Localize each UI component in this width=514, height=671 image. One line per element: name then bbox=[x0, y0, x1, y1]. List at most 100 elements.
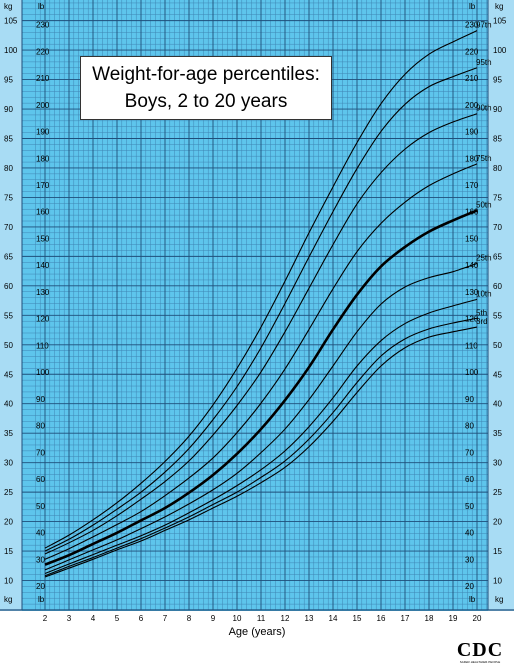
y-tick-lb-left: 230 bbox=[36, 21, 50, 30]
y-tick-kg-left: 45 bbox=[4, 370, 13, 379]
unit-lb-top-left: lb bbox=[38, 2, 45, 11]
y-tick-lb-left: 80 bbox=[36, 422, 45, 431]
unit-lb-top-right: lb bbox=[469, 2, 476, 11]
x-tick-label: 11 bbox=[257, 614, 266, 623]
y-tick-kg-right: 20 bbox=[493, 518, 502, 527]
percentile-line-10th bbox=[44, 298, 478, 574]
y-tick-kg-left: 20 bbox=[4, 518, 13, 527]
y-tick-kg-right: 25 bbox=[493, 488, 502, 497]
y-tick-kg-right: 85 bbox=[493, 135, 502, 144]
x-tick-label: 2 bbox=[43, 614, 48, 623]
y-tick-kg-left: 85 bbox=[4, 135, 13, 144]
y-tick-lb-left: 190 bbox=[36, 128, 50, 137]
y-tick-lb-left: 210 bbox=[36, 74, 50, 83]
percentile-label-97th: 97th bbox=[476, 21, 492, 30]
y-tick-lb-left: 110 bbox=[36, 341, 49, 350]
y-tick-kg-left: 70 bbox=[4, 223, 13, 232]
cdc-logo: CDC SAFER·HEALTHIER·PEOPLE bbox=[452, 640, 508, 664]
x-tick-label: 10 bbox=[233, 614, 242, 623]
y-tick-lb-left: 60 bbox=[36, 475, 45, 484]
y-tick-kg-left: 35 bbox=[4, 429, 13, 438]
x-tick-label: 20 bbox=[473, 614, 482, 623]
x-tick-label: 3 bbox=[67, 614, 72, 623]
y-tick-kg-left: 105 bbox=[4, 17, 18, 26]
unit-kg-top-left: kg bbox=[4, 2, 12, 11]
left-axis-strip bbox=[0, 0, 22, 611]
y-tick-kg-right: 15 bbox=[493, 547, 502, 556]
y-tick-kg-left: 100 bbox=[4, 46, 18, 55]
unit-lb-bottom-left: lb bbox=[38, 595, 45, 604]
y-tick-kg-left: 25 bbox=[4, 488, 13, 497]
percentile-line-3rd bbox=[44, 326, 478, 578]
percentile-line-90th bbox=[44, 113, 478, 555]
y-tick-kg-left: 15 bbox=[4, 547, 13, 556]
y-tick-kg-left: 60 bbox=[4, 282, 13, 291]
y-tick-kg-left: 10 bbox=[4, 577, 13, 586]
percentile-line-25th bbox=[44, 262, 478, 571]
percentile-label-50th: 50th bbox=[476, 200, 492, 209]
y-tick-lb-right: 90 bbox=[465, 395, 474, 404]
percentile-line-97th bbox=[44, 30, 478, 549]
percentile-label-5th: 5th bbox=[476, 308, 487, 317]
percentile-label-10th: 10th bbox=[476, 289, 492, 298]
y-tick-lb-left: 40 bbox=[36, 529, 45, 538]
y-tick-lb-left: 100 bbox=[36, 368, 50, 377]
y-tick-kg-right: 50 bbox=[493, 341, 502, 350]
y-tick-lb-right: 110 bbox=[465, 341, 478, 350]
percentile-line-50th bbox=[44, 209, 478, 566]
y-tick-kg-left: 50 bbox=[4, 341, 13, 350]
unit-lb-bottom-right: lb bbox=[469, 595, 476, 604]
y-tick-lb-right: 50 bbox=[465, 502, 474, 511]
x-tick-label: 17 bbox=[401, 614, 410, 623]
x-tick-label: 7 bbox=[163, 614, 168, 623]
x-tick-label: 18 bbox=[425, 614, 434, 623]
y-tick-kg-left: 95 bbox=[4, 76, 13, 85]
percentile-label-3rd: 3rd bbox=[476, 317, 488, 326]
y-tick-kg-right: 105 bbox=[493, 17, 507, 26]
chart-subtitle: Boys, 2 to 20 years bbox=[124, 91, 288, 112]
y-tick-kg-right: 60 bbox=[493, 282, 502, 291]
y-tick-kg-left: 90 bbox=[4, 105, 13, 114]
y-tick-lb-right: 150 bbox=[465, 234, 479, 243]
x-tick-label: 15 bbox=[353, 614, 362, 623]
y-tick-lb-right: 220 bbox=[465, 47, 479, 56]
x-tick-label: 16 bbox=[377, 614, 386, 623]
y-tick-lb-right: 80 bbox=[465, 422, 474, 431]
y-tick-lb-right: 40 bbox=[465, 529, 474, 538]
cdc-logo-subtext: SAFER·HEALTHIER·PEOPLE bbox=[459, 660, 501, 664]
y-tick-kg-right: 65 bbox=[493, 252, 502, 261]
y-tick-lb-left: 170 bbox=[36, 181, 50, 190]
x-tick-label: 4 bbox=[91, 614, 96, 623]
y-tick-lb-right: 170 bbox=[465, 181, 479, 190]
y-tick-lb-right: 180 bbox=[465, 154, 479, 163]
y-tick-lb-left: 220 bbox=[36, 47, 50, 56]
percentile-label-25th: 25th bbox=[476, 253, 492, 262]
y-tick-kg-right: 35 bbox=[493, 429, 502, 438]
y-tick-kg-right: 45 bbox=[493, 370, 502, 379]
y-tick-lb-left: 200 bbox=[36, 101, 50, 110]
x-tick-label: 9 bbox=[211, 614, 216, 623]
percentile-line-5th bbox=[44, 317, 478, 577]
y-tick-kg-right: 30 bbox=[493, 459, 502, 468]
x-tick-label: 14 bbox=[329, 614, 338, 623]
y-tick-lb-right: 230 bbox=[465, 21, 479, 30]
y-tick-lb-right: 70 bbox=[465, 448, 474, 457]
y-tick-lb-right: 60 bbox=[465, 475, 474, 484]
y-tick-lb-left: 160 bbox=[36, 208, 50, 217]
y-tick-lb-left: 150 bbox=[36, 234, 50, 243]
y-tick-kg-right: 55 bbox=[493, 311, 502, 320]
y-tick-kg-left: 40 bbox=[4, 400, 13, 409]
y-tick-lb-left: 140 bbox=[36, 261, 50, 270]
y-tick-lb-left: 30 bbox=[36, 555, 45, 564]
x-tick-label: 8 bbox=[187, 614, 192, 623]
y-tick-lb-left: 130 bbox=[36, 288, 50, 297]
y-tick-lb-left: 120 bbox=[36, 315, 50, 324]
percentile-label-90th: 90th bbox=[476, 104, 492, 113]
unit-kg-bottom-right: kg bbox=[495, 595, 503, 604]
y-tick-lb-right: 130 bbox=[465, 288, 479, 297]
y-tick-kg-right: 100 bbox=[493, 46, 507, 55]
y-tick-kg-left: 55 bbox=[4, 311, 13, 320]
y-tick-kg-right: 90 bbox=[493, 105, 502, 114]
cdc-logo-mark: CDC bbox=[456, 639, 504, 661]
chart-title-box: Weight-for-age percentiles: Boys, 2 to 2… bbox=[80, 56, 332, 120]
